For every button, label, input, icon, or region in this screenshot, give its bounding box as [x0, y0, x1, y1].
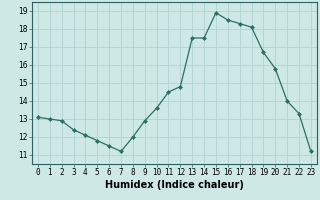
X-axis label: Humidex (Indice chaleur): Humidex (Indice chaleur): [105, 180, 244, 190]
